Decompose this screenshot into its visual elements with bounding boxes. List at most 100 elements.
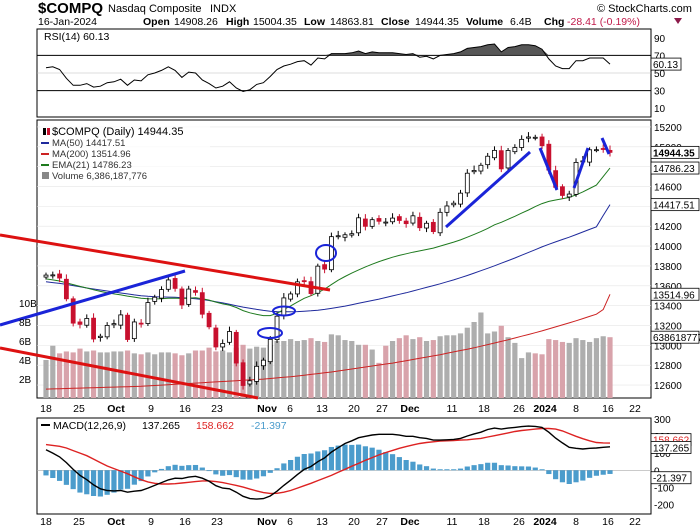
price-candle [594,146,599,153]
volume-bar [301,340,307,398]
volume-bar [63,351,69,398]
volume-bar [220,350,226,398]
x-axis-label: 22 [629,403,641,415]
volume-bar [485,333,491,398]
macd-histogram-bar [104,470,110,495]
price-candle [247,376,253,387]
macd-histogram-bar [335,445,341,471]
x-axis-label: Oct [107,516,125,528]
price-candle [295,278,300,298]
volume-bar [70,352,76,398]
price-tick-label: 14000 [654,242,682,253]
macd-histogram-bar [389,454,396,471]
volume-bar [294,341,301,398]
macd-histogram-bar [124,470,131,489]
low-label: Low [304,16,326,28]
price-candle [560,184,565,199]
candle-body [91,317,96,340]
candle-body [315,265,321,294]
price-candle [138,319,144,328]
chg-value: -28.41 (-0.19%) [567,16,640,28]
x-axis-label: 8 [573,516,579,528]
macd-histogram-bar [519,466,525,471]
macd-histogram-bar [498,465,504,471]
open-value: 14908.26 [174,16,218,28]
macd-histogram-bar [403,460,409,471]
macd-histogram-bar [593,470,600,476]
price-candle [220,339,226,352]
volume-bar [539,354,545,398]
price-candle [43,272,49,280]
x-axis-label: 18 [478,403,490,415]
candle-body [362,218,368,227]
volume-legend-icon [42,172,49,179]
candle-body [335,235,341,238]
x-axis-label: 26 [513,403,525,415]
x-axis-label: Nov [257,516,277,528]
volume-bar [451,335,457,398]
candle-body [437,211,443,234]
macd-histogram-bar [607,470,613,474]
price-candle [77,318,83,329]
x-axis-label: 6 [287,403,293,415]
volume-bar [199,350,205,398]
macd-histogram-bar [437,469,443,471]
exchange-label: INDX [210,3,237,15]
x-axis-label: 2024 [533,403,557,415]
volume-bar [362,344,368,398]
volume-bar [281,341,287,398]
price-candle [267,336,273,365]
rsi-line [45,43,611,93]
volume-bar [546,339,552,398]
x-axis-label: 23 [211,403,223,415]
volume-value-tag-text: 6386187776 [653,333,700,344]
candle-body [104,325,110,338]
ma200-value-tag-text: 13514.96 [653,290,695,301]
low-value: 14863.81 [330,16,374,28]
candle-body [261,359,266,367]
candle-body [193,290,198,293]
x-axis-label: Dec [400,403,419,415]
x-axis-label: 26 [513,516,525,528]
candle-body [464,172,470,194]
candle-body [349,233,355,236]
macd-tick-label: -200 [654,501,674,512]
symbol-title: $COMPQ [38,0,103,17]
volume-bar [84,351,90,398]
price-candle [464,169,470,197]
candle-body [322,264,328,270]
macd-histogram-bar [56,470,63,481]
candle-body [369,219,375,227]
candle-body [50,274,56,277]
price-candle [498,145,504,173]
macd-histogram-bar [539,469,545,471]
volume-bar [553,340,559,398]
rebound-line [572,147,590,189]
x-axis-label: 27 [376,516,388,528]
candle-body [471,170,477,173]
candle-body [220,343,226,348]
price-candle [104,322,110,340]
macd-histogram-bar [158,468,165,471]
price-legend-entry: MA(200) 13514.96 [52,149,131,160]
macd-histogram-bar [294,456,301,471]
macd-histogram-bar [138,470,144,482]
macd-histogram-bar [322,450,328,471]
volume-bar [607,337,613,398]
volume-bar [260,347,267,398]
macd-histogram-bar [247,470,253,480]
price-candle [492,146,497,161]
candle-body [233,331,239,364]
macd-histogram-bar [369,447,375,471]
gap-circle-1 [257,327,283,339]
candle-body [430,221,436,232]
price-candle [172,273,178,292]
price-candle [349,230,355,238]
macd-histogram-bar [186,465,192,471]
macd-histogram-bar [118,470,124,490]
macd-histogram-bar [430,468,436,471]
x-axis-label: 13 [316,403,328,415]
price-candle [111,319,117,329]
macd-histogram-bar [485,462,491,471]
candle-body [424,222,429,229]
